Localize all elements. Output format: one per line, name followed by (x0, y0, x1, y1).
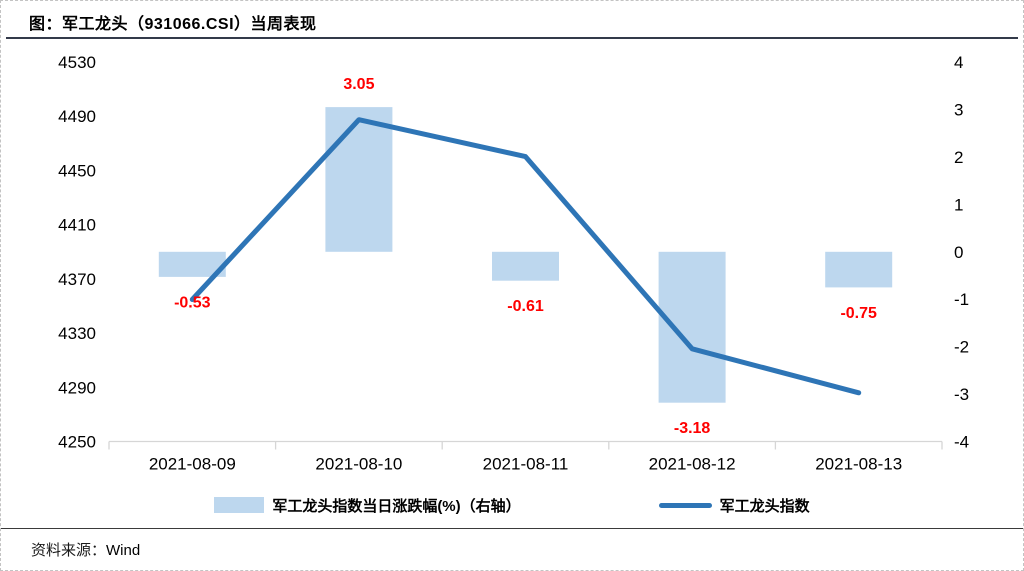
x-axis-label: 2021-08-10 (315, 455, 402, 474)
left-axis-tick-label: 4490 (58, 107, 96, 126)
bar-2021-08-12 (658, 251, 726, 403)
title-underline (6, 37, 1018, 39)
x-axis-label: 2021-08-11 (483, 455, 569, 474)
legend-item-line-series: 军工龙头指数 (658, 495, 810, 516)
left-axis-tick-label: 4250 (58, 433, 96, 452)
index-line (189, 117, 862, 396)
legend-item-bar-series: 军工龙头指数当日涨跌幅(%)（右轴） (214, 495, 521, 516)
right-axis-tick-label: -4 (954, 433, 969, 452)
x-axis-label: 2021-08-12 (649, 455, 736, 474)
chart-title: 图：军工龙头（931066.CSI）当周表现 (29, 16, 317, 33)
bar-label-2021-08-11: -0.61 (507, 298, 544, 315)
right-axis-tick-label: -3 (954, 385, 969, 404)
left-axis-tick-label: 4370 (58, 270, 96, 289)
right-axis-tick-label: -1 (954, 290, 969, 309)
left-axis-tick-label: 4330 (58, 324, 96, 343)
left-axis-tick-label: 4450 (58, 161, 96, 180)
footer-divider (1, 528, 1023, 529)
right-axis-tick-label: -2 (954, 338, 969, 357)
bar-label-2021-08-10: 3.05 (343, 76, 374, 93)
line-series-label: 军工龙头指数 (719, 497, 810, 515)
bar-2021-08-13 (825, 251, 893, 288)
right-axis-tick-label: 4 (954, 53, 963, 72)
bar-label-2021-08-09: -0.53 (174, 294, 211, 311)
bar-2021-08-10 (325, 107, 393, 252)
right-axis-tick-label: 0 (954, 243, 963, 262)
line-series-swatch (658, 502, 712, 508)
x-axis-label: 2021-08-13 (815, 455, 902, 474)
right-axis-tick-label: 1 (954, 195, 963, 214)
source-label: 资料来源： (31, 542, 107, 559)
bar-label-2021-08-13: -0.75 (840, 305, 877, 322)
x-axis-label: 2021-08-09 (149, 455, 236, 474)
right-axis-tick-label: 2 (954, 148, 963, 167)
left-axis-tick-label: 4530 (58, 53, 96, 72)
bar-label-2021-08-12: -3.18 (674, 420, 711, 437)
left-axis-tick-label: 4290 (58, 378, 96, 397)
bar-2021-08-11 (492, 251, 559, 281)
right-axis-tick-label: 3 (954, 100, 963, 119)
source-value: Wind (106, 542, 141, 559)
source-note: 资料来源：Wind (31, 539, 140, 560)
bar-series-label: 军工龙头指数当日涨跌幅(%)（右轴） (272, 497, 521, 515)
bar-series-swatch (214, 497, 265, 513)
chart-legend: 军工龙头指数当日涨跌幅(%)（右轴） 军工龙头指数 (1, 492, 1023, 518)
left-axis-tick-label: 4410 (58, 216, 96, 235)
combo-chart: -0.53 3.05 -0.61 -3.18 -0.75 4530 4490 4450 4410… (58, 53, 969, 474)
